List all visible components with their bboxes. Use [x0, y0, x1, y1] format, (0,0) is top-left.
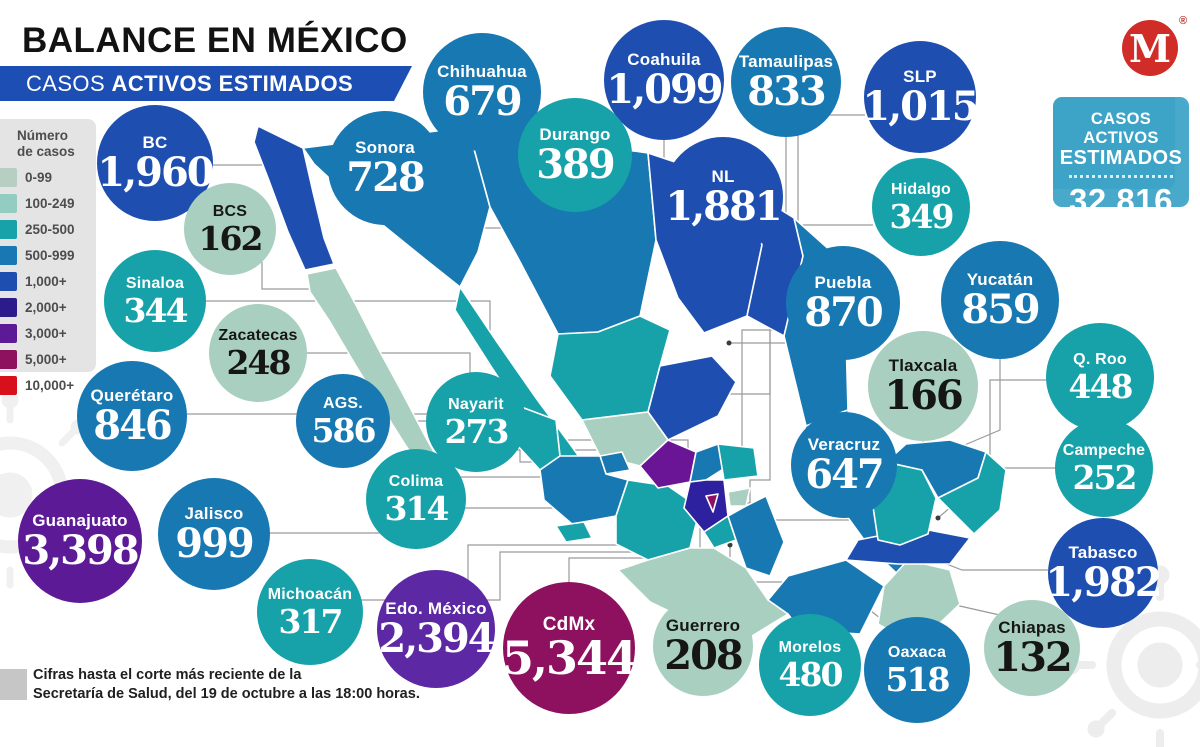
state-bubble-durango: Durango 389 — [518, 98, 632, 212]
legend-row: 10,000+ — [0, 372, 96, 398]
map-region-puebla — [727, 495, 785, 577]
state-bubble-guerrero: Guerrero 208 — [653, 596, 753, 696]
state-bubble-tlaxcala: Tlaxcala 166 — [868, 331, 978, 441]
total-value: 32,816 — [1069, 182, 1173, 219]
map-region-tlaxcala — [727, 487, 751, 507]
legend-row: 0-99 — [0, 164, 96, 190]
legend-swatch — [0, 349, 17, 369]
state-bubble-yucatan: Yucatán 859 — [941, 241, 1059, 359]
state-bubble-jalisco: Jalisco 999 — [158, 478, 270, 590]
state-bubble-puebla: Puebla 870 — [786, 246, 900, 360]
map-region-hidalgo — [717, 443, 759, 481]
legend-title: Número de casos — [17, 128, 75, 159]
milenio-logo: M — [1122, 20, 1178, 76]
map-region-slp — [647, 355, 737, 441]
legend-row: 1,000+ — [0, 268, 96, 294]
state-bubble-guanajuato: Guanajuato 3,398 — [18, 479, 142, 603]
subtitle-banner-text: CASOS ACTIVOS ESTIMADOS — [26, 70, 354, 96]
legend: Número de casos 0-99 100-249 250-500 500-… — [0, 119, 96, 395]
legend-swatch — [0, 375, 17, 395]
legend-row: 3,000+ — [0, 320, 96, 346]
legend-swatch — [0, 297, 17, 317]
legend-row: 250-500 — [0, 216, 96, 242]
legend-row: 100-249 — [0, 190, 96, 216]
state-bubble-qroo: Q. Roo 448 — [1046, 323, 1154, 431]
state-bubble-colima: Colima 314 — [366, 449, 466, 549]
map-region-qroo — [937, 451, 1007, 535]
state-bubble-queretaro: Querétaro 846 — [77, 361, 187, 471]
legend-row: 2,000+ — [0, 294, 96, 320]
total-box: CASOS ACTIVOS ESTIMADOS 32,816 — [1053, 97, 1189, 219]
map-region-cdmx — [705, 493, 719, 513]
map-region-michoacan — [615, 479, 701, 561]
registered-mark: ® — [1179, 15, 1188, 27]
state-bubble-slp: SLP 1,015 — [862, 41, 980, 153]
state-bubble-tabasco: Tabasco 1,982 — [1045, 518, 1163, 628]
state-bubble-sonora: Sonora 728 — [328, 111, 442, 225]
state-bubble-sinaloa: Sinaloa 344 — [104, 250, 206, 352]
legend-row: 5,000+ — [0, 346, 96, 372]
state-bubble-morelos: Morelos 480 — [759, 614, 861, 716]
state-bubble-chiapas: Chiapas 132 — [984, 600, 1080, 696]
state-bubble-nl: NL 1,881 — [663, 137, 783, 257]
legend-swatch — [0, 193, 17, 213]
state-bubble-nayarit: Nayarit 273 — [426, 372, 526, 472]
legend-swatch — [0, 245, 17, 265]
state-bubble-hidalgo: Hidalgo 349 — [872, 158, 970, 256]
map-region-bc — [253, 125, 335, 271]
state-bubble-zacatecas: Zacatecas 248 — [209, 304, 307, 402]
state-bubble-oaxaca: Oaxaca 518 — [864, 617, 970, 723]
subtitle-banner: CASOS ACTIVOS ESTIMADOS — [0, 66, 412, 101]
footnote-marker — [0, 669, 27, 700]
state-bubble-veracruz: Veracruz 647 — [791, 412, 897, 518]
state-bubble-bcs: BCS 162 — [184, 183, 276, 275]
map-region-queretaro — [689, 443, 729, 483]
legend-row: 500-999 — [0, 242, 96, 268]
state-bubble-ags: AGS. 586 — [296, 374, 390, 468]
state-bubble-cdmx: CdMx 5,344 — [502, 582, 638, 714]
total-box-label-1: CASOS ACTIVOS — [1083, 110, 1159, 147]
footnote: Cifras hasta el corte más reciente de la… — [33, 667, 420, 702]
legend-swatch — [0, 219, 17, 239]
legend-swatch — [0, 271, 17, 291]
state-bubble-tamaulipas: Tamaulipas 833 — [731, 27, 841, 137]
state-bubble-coahuila: Coahuila 1,099 — [604, 20, 724, 140]
state-bubble-edomex: Edo. México 2,394 — [377, 570, 496, 688]
map-region-colima — [555, 521, 593, 543]
page-title: BALANCE EN MÉXICO — [22, 21, 408, 60]
legend-swatch — [0, 323, 17, 343]
state-bubble-bc: BC 1,960 — [97, 105, 215, 221]
total-box-label-2: ESTIMADOS — [1059, 147, 1183, 169]
state-bubble-michoacan: Michoacán 317 — [257, 559, 363, 665]
state-bubble-chihuahua: Chihuahua 679 — [423, 33, 541, 151]
legend-swatch — [0, 167, 17, 187]
state-bubble-campeche: Campeche 252 — [1055, 419, 1153, 517]
dotted-separator — [1069, 175, 1173, 178]
